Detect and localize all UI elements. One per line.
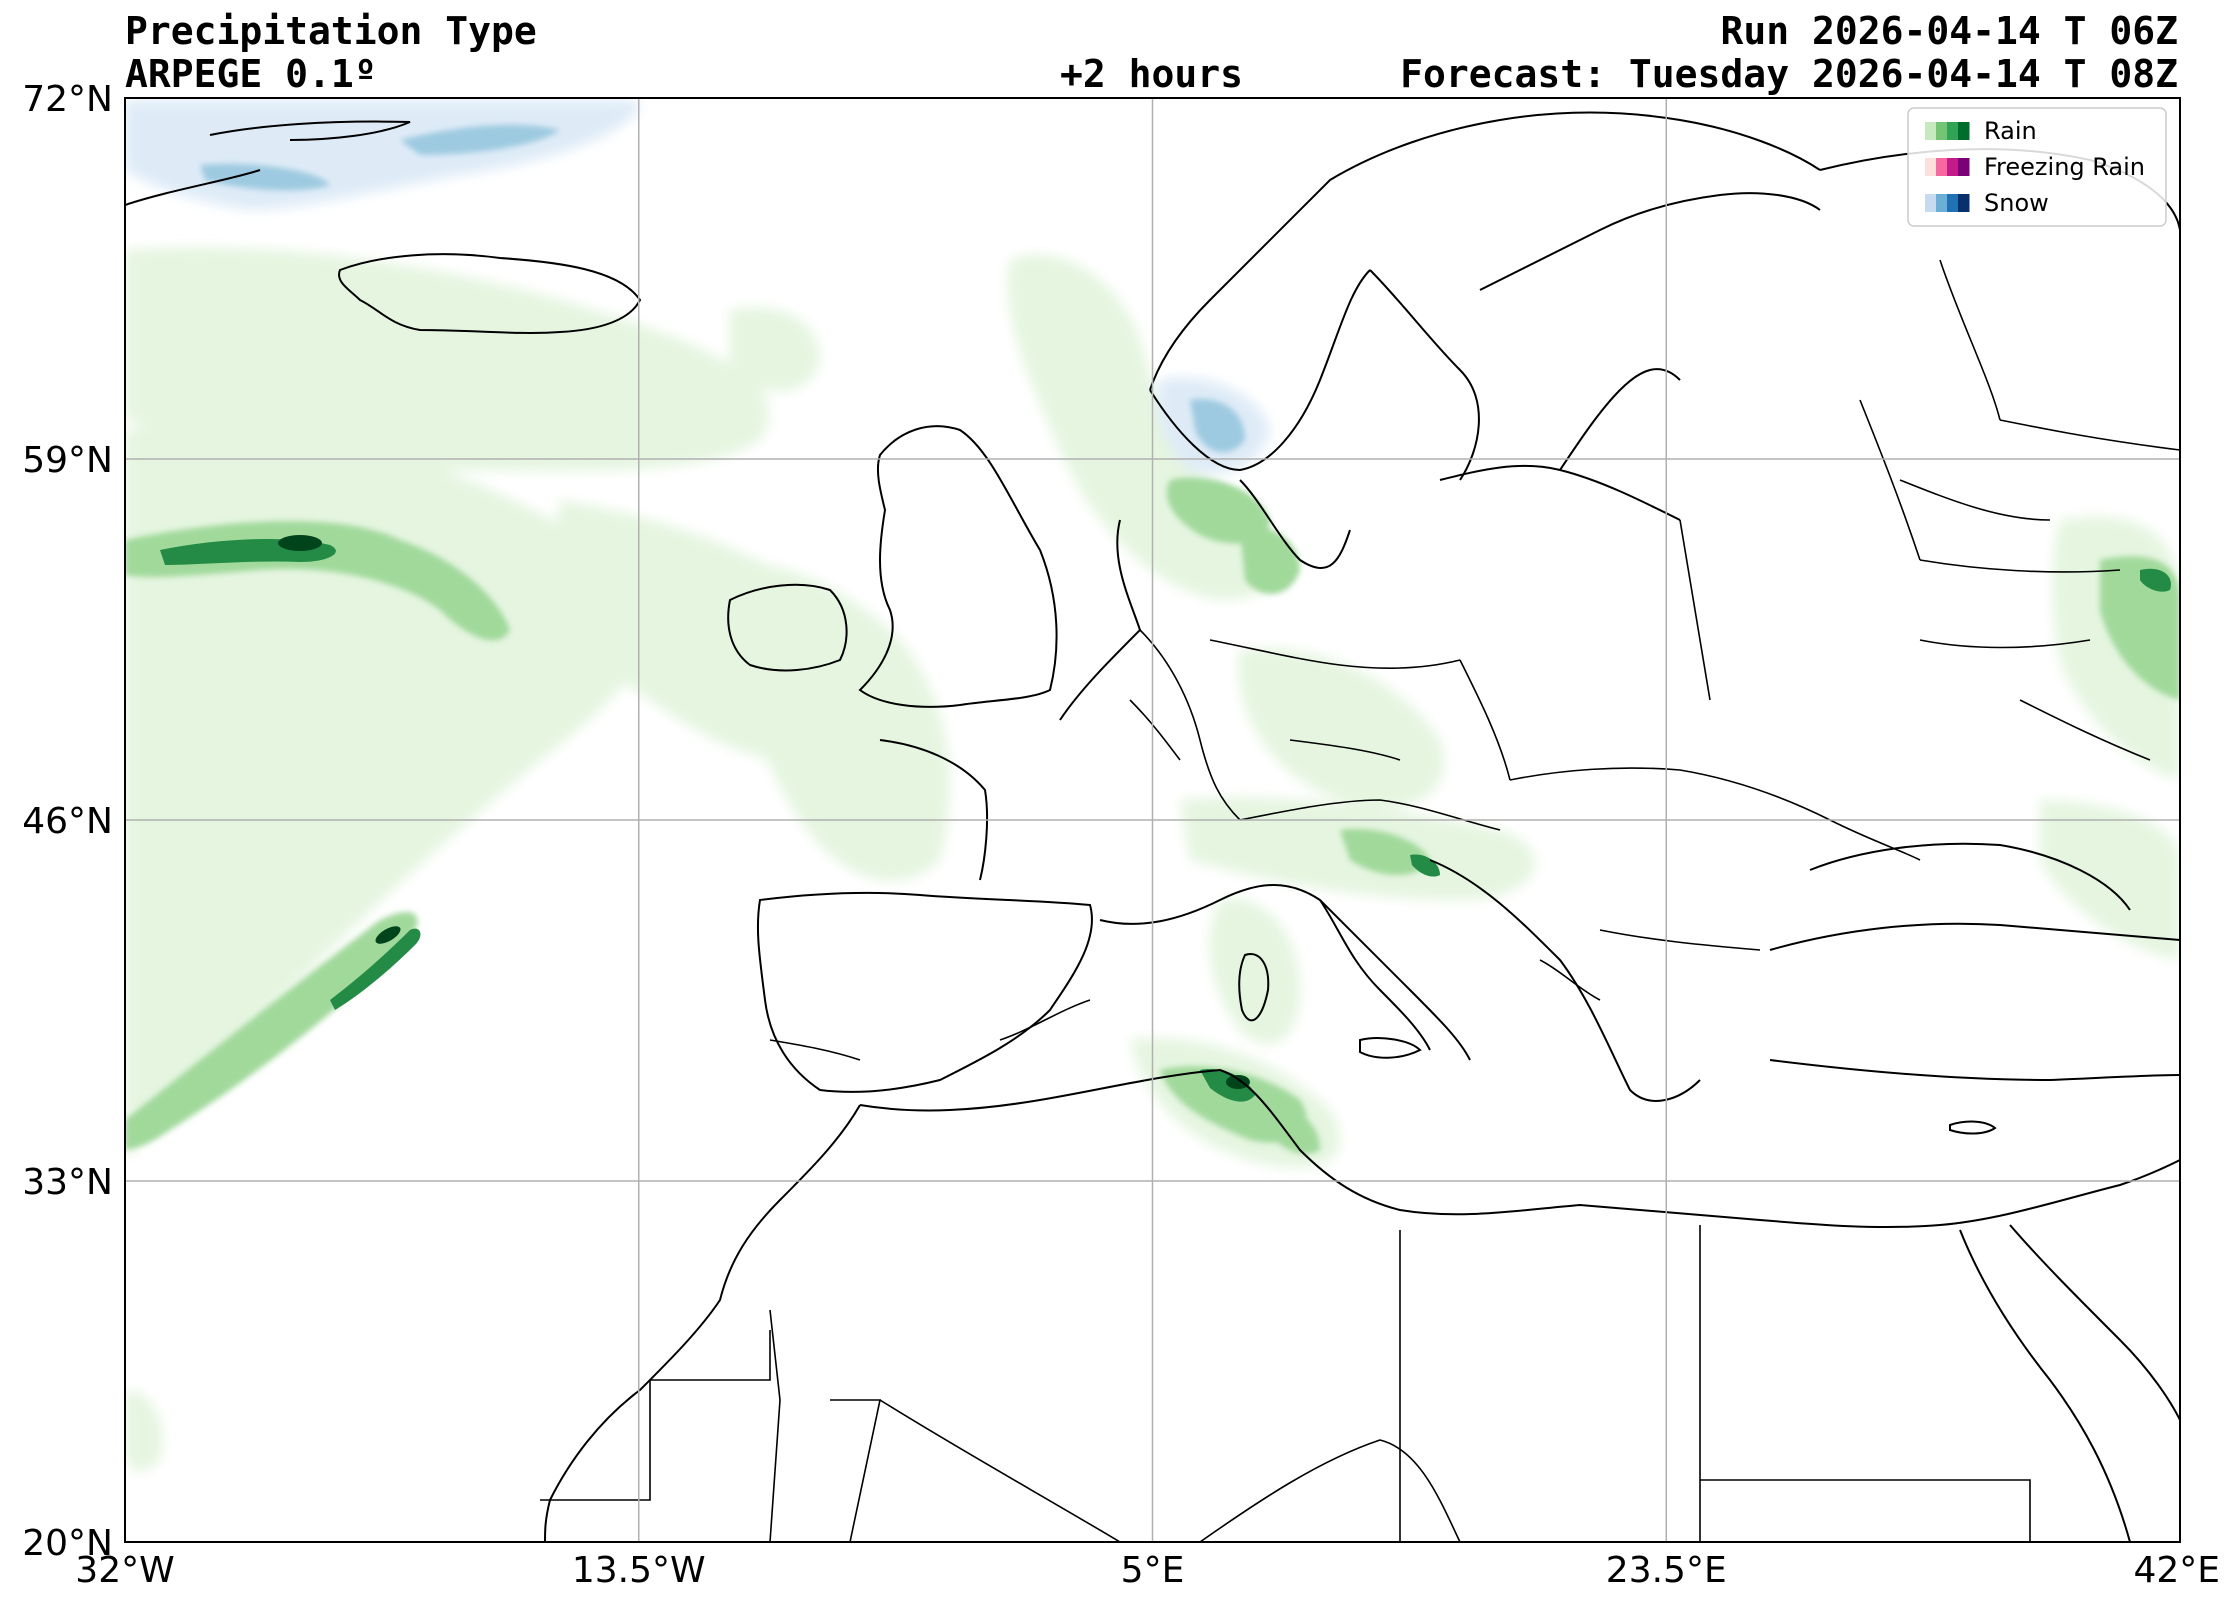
moderate-snow-areas bbox=[200, 124, 1245, 453]
legend-label: Freezing Rain bbox=[1984, 153, 2145, 181]
legend: Rain Freezing Rain Snow bbox=[1907, 107, 2167, 227]
latitude-tick-labels: 72°N 59°N 46°N 33°N 20°N bbox=[22, 79, 113, 1564]
legend-swatch bbox=[1947, 158, 1959, 176]
model-name: ARPEGE 0.1º bbox=[125, 52, 377, 96]
lon-tick-label: 5°E bbox=[1121, 1550, 1185, 1591]
lat-tick-label: 59°N bbox=[22, 440, 113, 481]
lead-time: +2 hours bbox=[1060, 52, 1244, 96]
lat-tick-label: 33°N bbox=[22, 1162, 113, 1203]
legend-swatch bbox=[1925, 122, 1937, 140]
legend-swatch bbox=[1936, 158, 1948, 176]
legend-swatch bbox=[1958, 158, 1970, 176]
legend-swatch bbox=[1925, 194, 1937, 212]
legend-swatch bbox=[1947, 194, 1959, 212]
lon-tick-label: 13.5°W bbox=[572, 1550, 706, 1591]
map-title: Precipitation Type bbox=[125, 9, 537, 53]
lat-tick-label: 20°N bbox=[22, 1523, 113, 1564]
legend-swatch bbox=[1947, 122, 1959, 140]
legend-swatch bbox=[1936, 194, 1948, 212]
legend-swatch bbox=[1925, 158, 1937, 176]
legend-box bbox=[1907, 107, 2167, 227]
lat-tick-label: 72°N bbox=[22, 79, 113, 120]
legend-swatch bbox=[1958, 122, 1970, 140]
lon-tick-label: 32°W bbox=[75, 1550, 174, 1591]
legend-label: Snow bbox=[1984, 189, 2049, 217]
lon-tick-label: 23.5°E bbox=[1606, 1550, 1727, 1591]
legend-label: Rain bbox=[1984, 117, 2037, 145]
plot-frame bbox=[124, 97, 2181, 1543]
moderate-rain-areas bbox=[125, 477, 2180, 1154]
legend-swatch bbox=[1936, 122, 1948, 140]
lat-tick-label: 46°N bbox=[22, 801, 113, 842]
precipitation-field bbox=[125, 100, 2180, 1471]
legend-swatch bbox=[1958, 194, 1970, 212]
extreme-rain-cores bbox=[278, 535, 1250, 1089]
longitude-tick-labels: 32°W 13.5°W 5°E 23.5°E 42°E bbox=[75, 1550, 2220, 1591]
country-borders bbox=[540, 259, 2180, 1542]
run-time: Run 2026-04-14 T 06Z bbox=[1720, 9, 2178, 53]
lon-tick-label: 42°E bbox=[2133, 1550, 2220, 1591]
forecast-time: Forecast: Tuesday 2026-04-14 T 08Z bbox=[1400, 52, 2178, 96]
